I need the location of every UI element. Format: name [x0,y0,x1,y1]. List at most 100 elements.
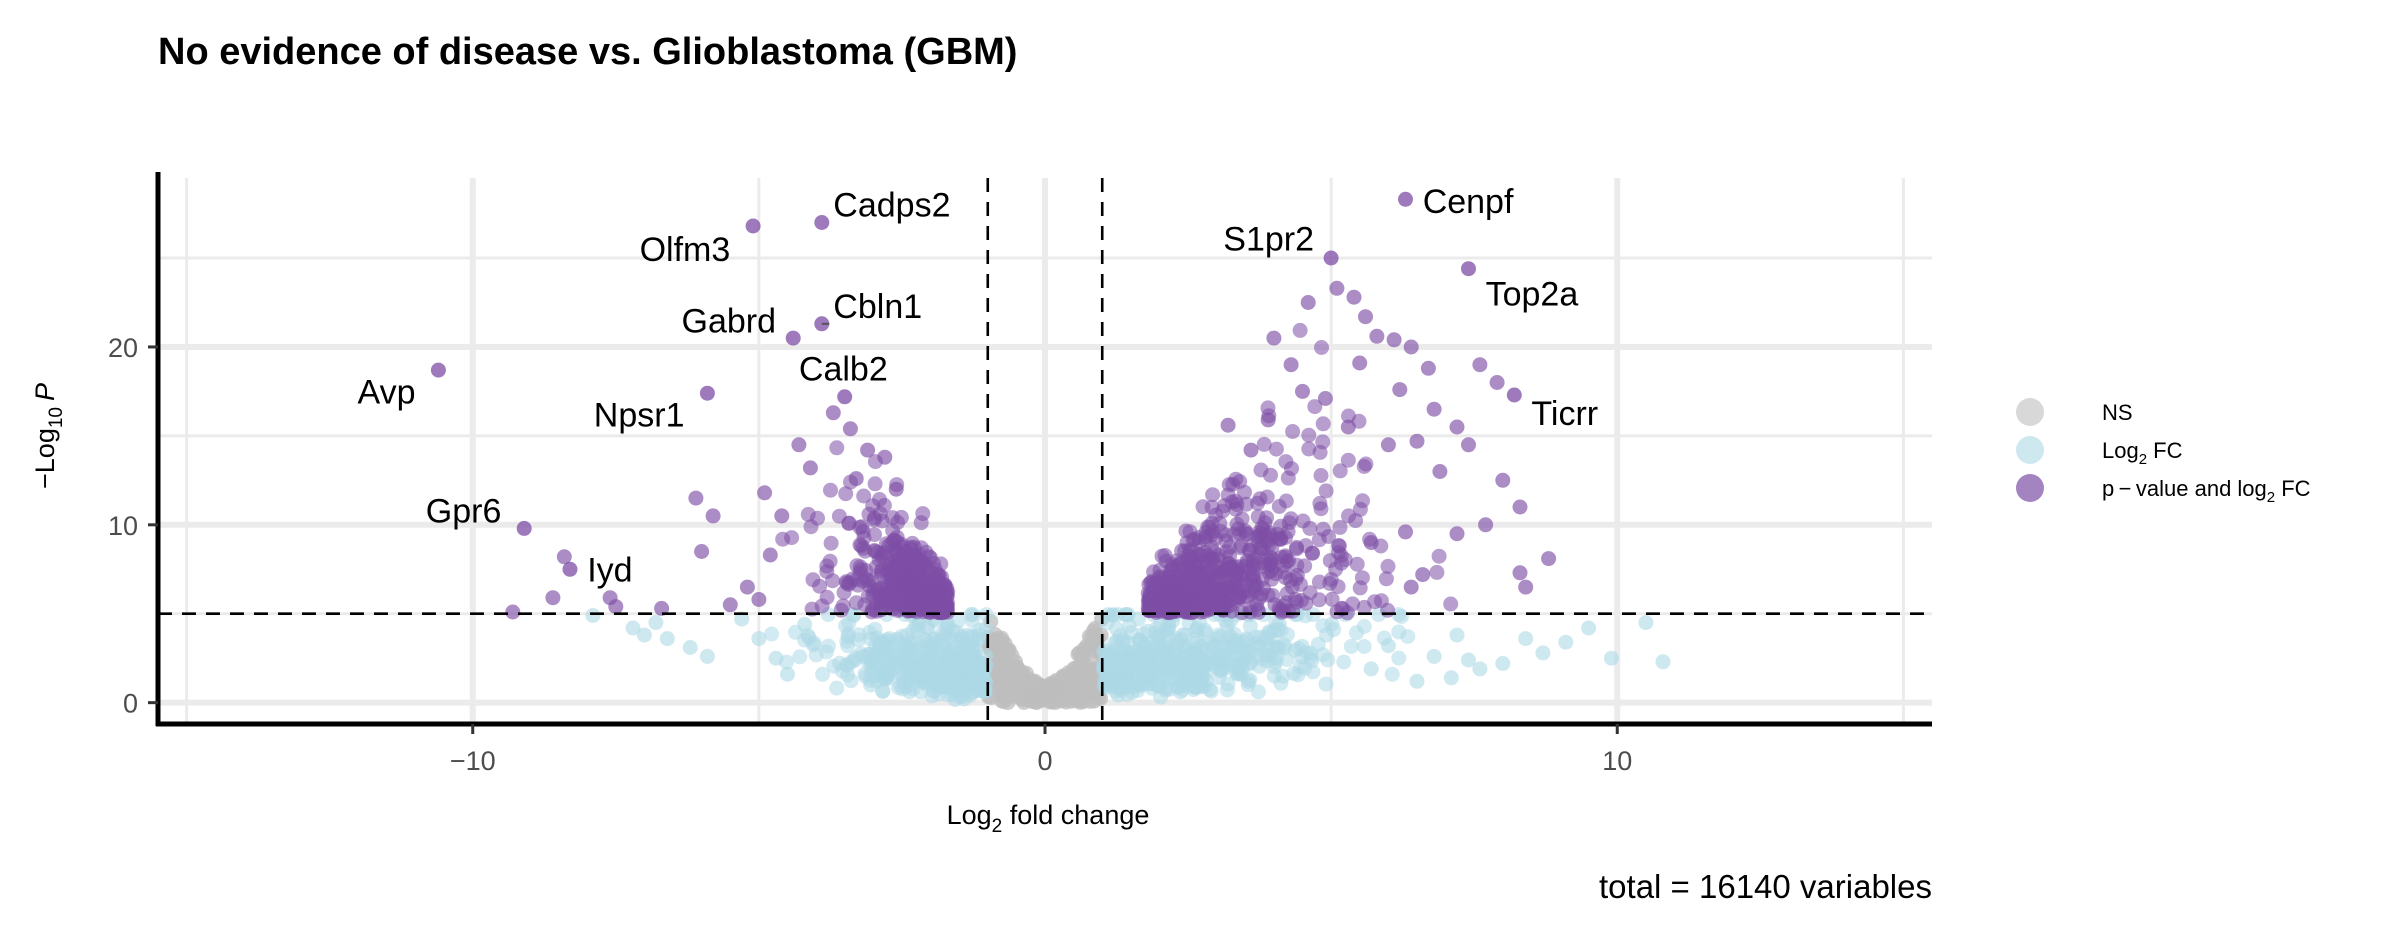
significant-point [1280,470,1296,486]
ns-point [1074,647,1090,663]
significant-point [1256,436,1272,452]
significant-point [1182,555,1198,571]
fc-point [1206,658,1222,673]
significant-point [608,599,624,615]
x-tick-label: 0 [1037,746,1052,776]
fc-point [1114,660,1130,675]
fc-point [1103,647,1119,663]
significant-point [848,595,864,611]
legend-label-both: p − value and log2 FC [2102,476,2311,506]
fc-point [1363,661,1379,677]
significant-point [1409,433,1425,449]
significant-point [829,440,845,456]
fc-point [1303,645,1319,661]
significant-point [1285,424,1301,439]
fc-point [1188,623,1204,639]
significant-point [1295,383,1310,399]
fc-point [699,648,715,664]
significant-point [1386,332,1402,348]
fc-point [818,644,834,660]
significant-point [1392,382,1408,398]
fc-point [1443,670,1459,686]
significant-point [1328,561,1344,577]
ns-point [1062,670,1077,686]
significant-point [1253,541,1269,557]
significant-point [884,536,899,551]
significant-point [853,538,869,554]
significant-point [1346,289,1362,305]
fc-point [1222,648,1238,664]
significant-point [1245,558,1261,574]
y-tick-label: 0 [123,689,138,719]
significant-point [1415,567,1431,583]
significant-point [1283,573,1298,588]
fc-point [968,669,983,685]
fc-point [682,640,698,655]
significant-point [1449,526,1465,542]
significant-point [810,510,825,526]
significant-point [1403,579,1419,595]
significant-point [1288,594,1304,610]
significant-point [1300,295,1316,310]
fc-point [866,667,882,683]
significant-point [1358,309,1373,325]
significant-point [1518,579,1534,595]
significant-point [1356,599,1372,615]
significant-point [1204,499,1220,515]
fc-point [585,608,601,623]
ns-point [1085,682,1101,698]
y-axis-label: −Log10 P [30,383,67,489]
significant-point [899,587,915,603]
significant-point [838,574,854,590]
significant-point [867,476,883,492]
fc-point [1279,627,1295,642]
fc-point [648,615,664,631]
significant-point [1512,565,1528,581]
significant-point [1322,575,1338,591]
gene-label: Gabrd [682,302,777,340]
significant-point [1313,501,1329,517]
significant-point [1228,501,1244,517]
significant-point [888,481,904,497]
significant-point [1472,357,1488,373]
fc-point [941,675,957,690]
fc-point [1391,624,1407,640]
significant-point [1429,564,1445,580]
fc-point [955,688,970,704]
significant-point [901,563,916,579]
labeled-point [745,218,761,234]
legend-label-fc: Log2 FC [2102,438,2183,468]
significant-point [1313,468,1329,483]
significant-point [1281,515,1297,531]
chart-title: No evidence of disease vs. Glioblastoma … [158,31,1017,73]
significant-point [1329,280,1345,296]
y-tick-label: 10 [108,511,138,541]
significant-point [861,573,876,589]
fc-point [1185,645,1201,661]
significant-point [885,583,901,599]
x-axis-label-sub: 2 [992,816,1003,837]
significant-point [751,592,767,607]
significant-point [791,437,807,453]
significant-point [1426,401,1442,417]
significant-point [1420,360,1436,376]
significant-point [853,562,869,577]
fc-point [1133,677,1149,693]
significant-point [1190,572,1206,588]
fc-point [843,673,859,689]
ns-point [989,674,1005,690]
labeled-point [814,316,830,332]
fc-point [889,634,905,650]
fc-point [1638,615,1654,631]
fc-point [1409,673,1425,689]
significant-point [893,509,909,525]
y-tick-label: 20 [108,333,138,363]
significant-point [1363,535,1379,551]
ns-point [1087,620,1103,636]
significant-point [1340,452,1356,468]
significant-point [1349,556,1365,572]
significant-point [1318,483,1334,499]
fc-point [1655,654,1671,670]
fc-point [1153,617,1168,633]
significant-point [852,519,868,535]
